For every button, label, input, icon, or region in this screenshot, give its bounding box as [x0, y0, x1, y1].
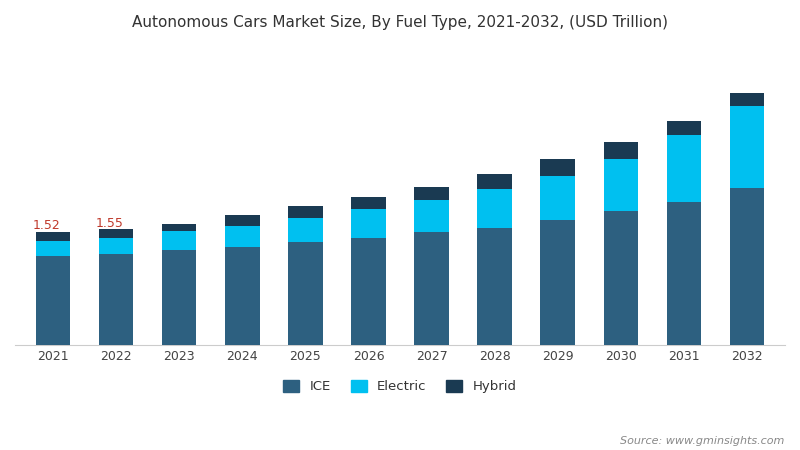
Bar: [35, 241, 70, 256]
Bar: [98, 238, 134, 254]
Bar: [478, 189, 512, 228]
Text: 1.55: 1.55: [96, 216, 124, 230]
Bar: [666, 202, 702, 345]
Bar: [541, 176, 575, 220]
Bar: [288, 218, 322, 242]
Bar: [288, 242, 322, 345]
Bar: [603, 142, 638, 158]
Bar: [666, 121, 702, 135]
Legend: ICE, Electric, Hybrid: ICE, Electric, Hybrid: [278, 374, 522, 398]
Bar: [351, 198, 386, 209]
Bar: [35, 232, 70, 241]
Bar: [225, 215, 259, 226]
Bar: [478, 228, 512, 345]
Bar: [730, 93, 765, 106]
Bar: [730, 189, 765, 345]
Bar: [414, 187, 449, 200]
Bar: [162, 224, 197, 231]
Bar: [603, 211, 638, 345]
Title: Autonomous Cars Market Size, By Fuel Type, 2021-2032, (USD Trillion): Autonomous Cars Market Size, By Fuel Typ…: [132, 15, 668, 30]
Bar: [414, 200, 449, 232]
Bar: [666, 135, 702, 202]
Text: Source: www.gminsights.com: Source: www.gminsights.com: [620, 436, 784, 446]
Bar: [478, 174, 512, 189]
Bar: [98, 230, 134, 238]
Bar: [351, 238, 386, 345]
Bar: [35, 256, 70, 345]
Bar: [98, 254, 134, 345]
Bar: [730, 106, 765, 189]
Bar: [541, 158, 575, 176]
Bar: [225, 226, 259, 247]
Bar: [603, 158, 638, 211]
Bar: [541, 220, 575, 345]
Bar: [225, 247, 259, 345]
Text: 1.52: 1.52: [33, 219, 61, 232]
Bar: [351, 209, 386, 238]
Bar: [162, 231, 197, 250]
Bar: [414, 232, 449, 345]
Bar: [288, 206, 322, 218]
Bar: [162, 250, 197, 345]
